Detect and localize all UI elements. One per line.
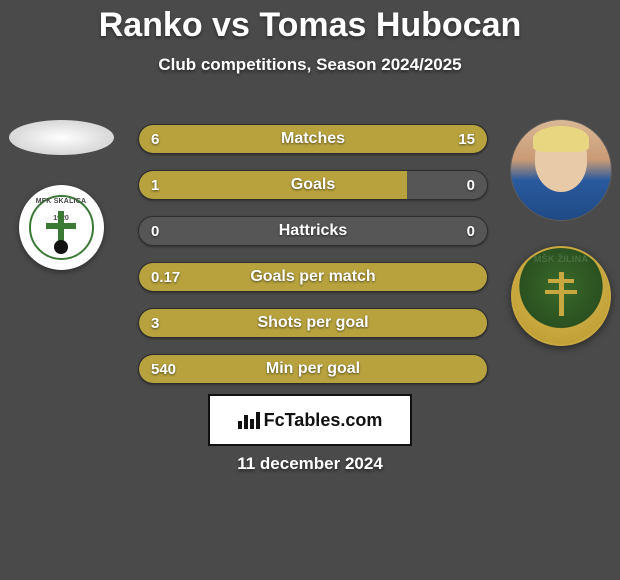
right-player-column: MŠK ŽILINA bbox=[506, 120, 616, 346]
left-club-badge: MFK SKALICA 1920 bbox=[19, 185, 104, 270]
stat-label: Shots per goal bbox=[139, 309, 487, 337]
date-text: 11 december 2024 bbox=[0, 454, 620, 474]
stat-label: Min per goal bbox=[139, 355, 487, 383]
bar-chart-icon bbox=[238, 411, 260, 429]
right-club-name: MŠK ŽILINA bbox=[513, 254, 609, 264]
badge-decoration bbox=[54, 240, 68, 254]
stat-label: Goals per match bbox=[139, 263, 487, 291]
right-club-badge: MŠK ŽILINA bbox=[511, 246, 611, 346]
site-badge: FcTables.com bbox=[208, 394, 412, 446]
right-player-avatar bbox=[511, 120, 611, 220]
stat-value-right: 0 bbox=[467, 171, 475, 199]
stat-label: Matches bbox=[139, 125, 487, 153]
badge-decoration bbox=[58, 211, 64, 241]
stat-value-right: 0 bbox=[467, 217, 475, 245]
stat-row: 6Matches15 bbox=[138, 124, 488, 154]
left-player-column: MFK SKALICA 1920 bbox=[6, 120, 116, 270]
stat-label: Hattricks bbox=[139, 217, 487, 245]
stat-row: 1Goals0 bbox=[138, 170, 488, 200]
left-player-avatar-placeholder bbox=[9, 120, 114, 155]
stat-row: 0Hattricks0 bbox=[138, 216, 488, 246]
stat-row: 3Shots per goal bbox=[138, 308, 488, 338]
stat-value-right: 15 bbox=[458, 125, 475, 153]
stat-label: Goals bbox=[139, 171, 487, 199]
page-subtitle: Club competitions, Season 2024/2025 bbox=[0, 55, 620, 75]
site-name: FcTables.com bbox=[264, 410, 383, 431]
stats-container: 6Matches151Goals00Hattricks00.17Goals pe… bbox=[138, 124, 488, 400]
stat-row: 0.17Goals per match bbox=[138, 262, 488, 292]
page-title: Ranko vs Tomas Hubocan bbox=[0, 0, 620, 45]
left-club-name: MFK SKALICA bbox=[19, 198, 104, 205]
stat-row: 540Min per goal bbox=[138, 354, 488, 384]
